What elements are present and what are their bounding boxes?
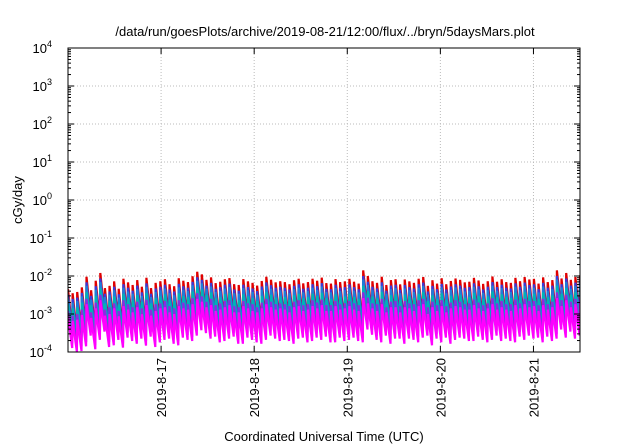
x-tick-label: 2019-8-18 [247, 358, 262, 417]
series-line-6 [68, 298, 580, 352]
chart-title: /data/run/goesPlots/archive/2019-08-21/1… [115, 24, 535, 39]
plot-area [68, 270, 580, 352]
y-tick-label: 10-1 [30, 229, 52, 246]
y-tick-label: 100 [33, 191, 52, 208]
x-tick-label: 2019-8-19 [340, 358, 355, 417]
plot-frame [67, 47, 581, 353]
y-tick-label: 101 [33, 153, 52, 170]
y-tick-label: 104 [33, 39, 52, 56]
x-axis-label: Coordinated Universal Time (UTC) [224, 429, 423, 444]
y-tick-label: 10-4 [30, 343, 52, 360]
x-axis: 2019-8-17 2019-8-18 2019-8-19 2019-8-20 2019… [154, 48, 541, 417]
y-tick-label: 10-3 [30, 305, 52, 322]
y-axis-label: cGy/day [10, 176, 25, 224]
x-tick-label: 2019-8-20 [433, 358, 448, 417]
y-tick-label: 10-2 [30, 267, 52, 284]
y-tick-label: 103 [33, 77, 52, 94]
grid-lines [68, 48, 580, 352]
x-tick-label: 2019-8-21 [526, 358, 541, 417]
x-tick-label: 2019-8-17 [154, 358, 169, 417]
y-tick-label: 102 [33, 115, 52, 132]
